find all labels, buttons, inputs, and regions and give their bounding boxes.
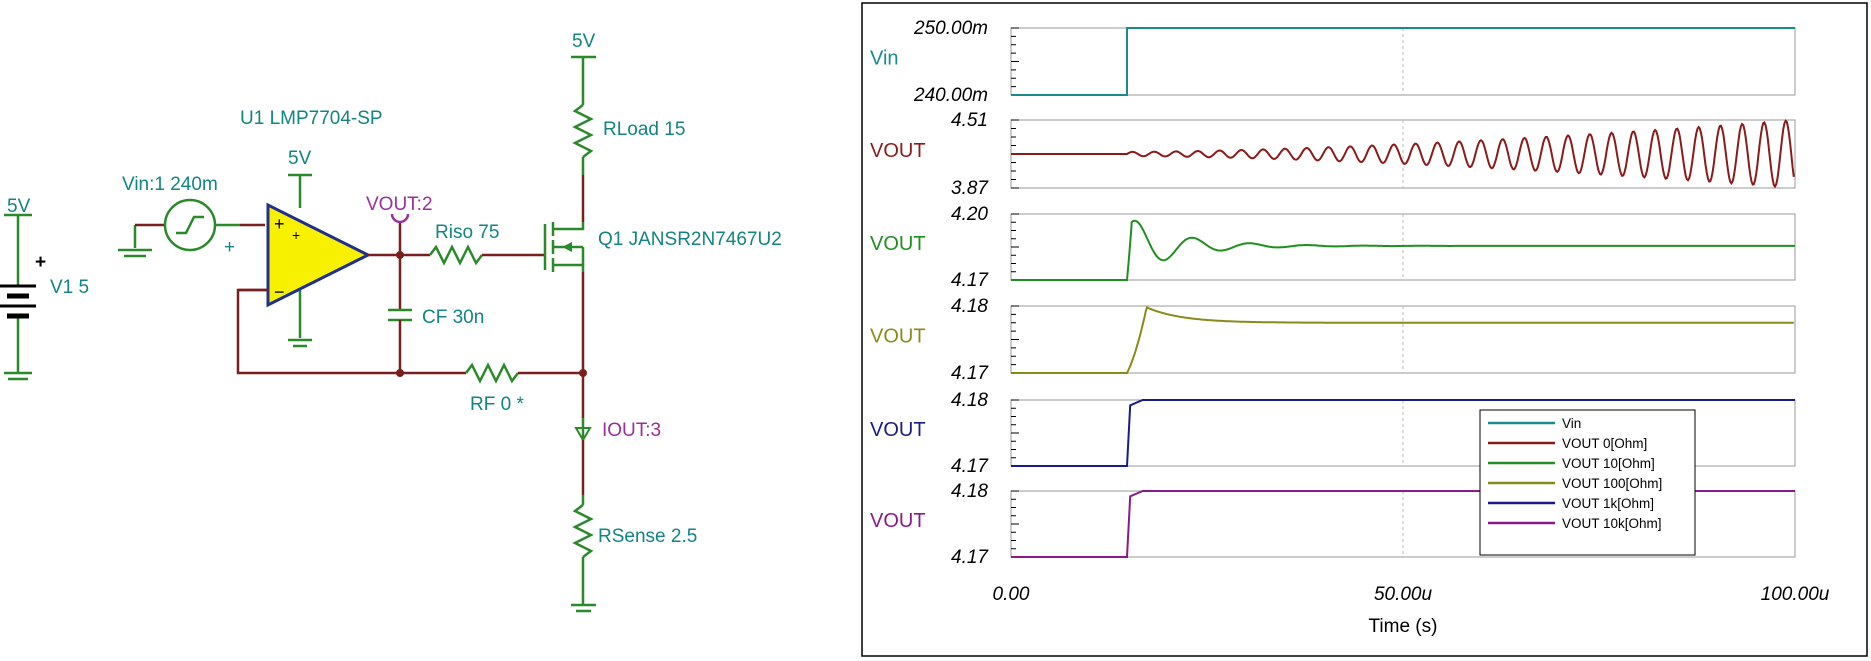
trace-label: VOUT	[870, 510, 926, 532]
y-tick-label-bottom: 3.87	[951, 178, 989, 199]
trace-label: VOUT	[870, 233, 926, 255]
opamp-supply-label: 5V	[288, 148, 312, 169]
y-tick-label-bottom: 4.17	[951, 270, 989, 291]
y-tick-label-top: 4.18	[951, 481, 988, 502]
x-tick-2: 100.00u	[1761, 584, 1830, 605]
y-tick-label-bottom: 240.00m	[913, 85, 988, 106]
legend: Vin VOUT 0[Ohm] VOUT 10[Ohm] VOUT 100[Ohm] V…	[1479, 409, 1696, 556]
legend-entry: VOUT 1k[Ohm]	[1562, 496, 1654, 511]
y-tick-label-top: 4.18	[951, 296, 988, 317]
riso-label: Riso 75	[435, 222, 499, 243]
plot-panel-5: 4.18 4.17 VOUT	[870, 481, 1796, 568]
trace-line	[1011, 119, 1795, 189]
y-tick-label-bottom: 4.17	[951, 363, 989, 384]
cf-label: CF 30n	[422, 307, 484, 328]
plot-panel-2: 4.20 4.17 VOUT	[870, 204, 1796, 291]
x-tick-1: 50.00u	[1374, 584, 1433, 605]
top-supply-label: 5V	[572, 31, 596, 52]
y-tick-label-bottom: 4.17	[951, 456, 989, 477]
trace-line	[1011, 219, 1795, 281]
rsense-label: RSense 2.5	[598, 526, 697, 547]
waveform-panel-frame	[861, 2, 1868, 657]
legend-entry: Vin	[1562, 416, 1581, 431]
feedback-path	[236, 288, 587, 384]
y-tick-label-top: 250.00m	[913, 18, 988, 39]
plot-panel-3: 4.18 4.17 VOUT	[870, 296, 1796, 384]
trace-label: VOUT	[870, 326, 926, 348]
x-axis-title: Time (s)	[1369, 616, 1438, 637]
opamp-inner-plus: +	[292, 227, 300, 243]
legend-entry: VOUT 0[Ohm]	[1562, 436, 1647, 451]
trace-label: VOUT	[870, 140, 926, 162]
plot-panel-0: 250.00m 240.00m Vin	[870, 18, 1796, 106]
v1-label: V1 5	[50, 277, 89, 298]
opamp-minus-sign: −	[274, 282, 285, 302]
opamp-u1: + + −	[238, 173, 400, 348]
waveform-plots: 250.00m 240.00m Vin 4.51 3.87 VOUT 4.20 4.17 VOU…	[870, 18, 1796, 568]
vout-node	[388, 213, 545, 373]
output-stage	[543, 55, 596, 613]
legend-entry: VOUT 100[Ohm]	[1562, 476, 1662, 491]
battery-v1: +	[0, 213, 46, 381]
x-axis: 0.00 50.00u 100.00u Time (s)	[993, 584, 1830, 637]
trace-label: Vin	[870, 48, 899, 70]
opamp-plus-sign: +	[274, 214, 285, 234]
trace-line	[1011, 490, 1795, 558]
plot-panel-4: 4.18 4.17 VOUT	[870, 390, 1796, 477]
battery-plus-sign: +	[35, 252, 46, 273]
vin-source-label: Vin:1 240m	[122, 174, 218, 195]
plot-panel-1: 4.51 3.87 VOUT	[870, 110, 1796, 199]
vin-source	[118, 198, 265, 258]
vin-plus-sign: +	[224, 237, 235, 258]
schematic: + 5V V1 5 Vin:1 240m + + +	[0, 31, 782, 613]
trace-line	[1011, 306, 1794, 374]
y-tick-label-bottom: 4.17	[951, 547, 989, 568]
y-tick-label-top: 4.20	[951, 204, 988, 225]
opamp-name-label: U1 LMP7704-SP	[240, 108, 383, 129]
trace-line	[1011, 399, 1795, 467]
y-tick-label-top: 4.51	[951, 110, 988, 131]
rload-label: RLoad 15	[603, 119, 685, 140]
rf-label: RF 0 *	[470, 394, 524, 415]
q1-label: Q1 JANSR2N7467U2	[598, 229, 782, 250]
vout-probe-label: VOUT:2	[366, 194, 433, 215]
supply-left-label: 5V	[7, 196, 31, 217]
x-tick-0: 0.00	[993, 584, 1030, 605]
y-tick-label-top: 4.18	[951, 390, 988, 411]
iout-probe-label: IOUT:3	[602, 420, 661, 441]
trace-line	[1011, 27, 1795, 96]
legend-entry: VOUT 10k[Ohm]	[1562, 516, 1662, 531]
legend-entry: VOUT 10[Ohm]	[1562, 456, 1655, 471]
trace-label: VOUT	[870, 419, 926, 441]
